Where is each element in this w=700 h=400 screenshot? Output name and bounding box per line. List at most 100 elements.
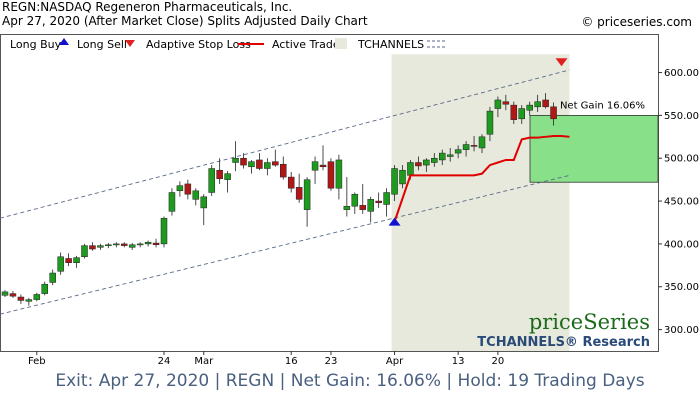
candle <box>25 297 33 306</box>
candle <box>65 253 72 267</box>
candle <box>303 177 311 227</box>
candle <box>81 243 88 259</box>
candle <box>383 188 390 217</box>
net-gain-box <box>529 114 659 183</box>
candle <box>534 94 541 112</box>
candle <box>264 158 271 176</box>
legend: Long Buy Long Sell Adaptive Stop Loss Ac… <box>10 38 446 51</box>
candle <box>446 147 454 162</box>
candle-body <box>423 159 430 166</box>
candle <box>431 153 438 167</box>
candle <box>113 242 120 248</box>
candle <box>351 192 359 214</box>
candle <box>462 141 470 157</box>
candle-body <box>518 108 525 120</box>
x-tick-label: Mar <box>194 356 214 367</box>
x-tick-label: 20 <box>492 356 505 367</box>
trade-summary-footer: Exit: Apr 27, 2020 | REGN | Net Gain: 16… <box>55 371 645 391</box>
candle-body <box>526 104 533 111</box>
candle <box>240 153 247 169</box>
candle <box>287 171 295 193</box>
candle <box>470 135 478 152</box>
candle <box>510 101 518 124</box>
candle-body <box>216 169 223 180</box>
y-tick-label: 500.00 <box>664 154 699 165</box>
legend-buy-arrow-icon <box>59 38 69 45</box>
candle-body <box>383 192 390 205</box>
candle-body <box>287 176 295 189</box>
candle <box>415 156 422 171</box>
candle-body <box>73 257 80 264</box>
candle-body <box>542 99 549 108</box>
candle <box>89 242 96 251</box>
buy-arrow-icon <box>388 217 401 226</box>
candle-body <box>176 185 184 192</box>
candle <box>454 145 462 159</box>
candle <box>160 216 168 248</box>
y-tick-label: 300.00 <box>664 325 699 336</box>
candle <box>128 243 136 250</box>
candle-body <box>144 241 152 245</box>
candle-body <box>502 101 510 105</box>
candle-body <box>454 149 462 154</box>
candle-body <box>359 205 366 210</box>
candle-body <box>65 258 72 264</box>
candle <box>136 242 144 248</box>
candle <box>208 165 215 196</box>
candle <box>57 252 64 275</box>
candle <box>105 243 112 249</box>
candle-body <box>1 291 9 296</box>
y-tick-label: 450.00 <box>664 197 699 208</box>
tchannels-research-logo: TCHANNELS® Research <box>477 335 650 350</box>
sell-arrow-icon <box>555 58 568 67</box>
adaptive-stop-loss-line <box>393 134 570 222</box>
candle-body <box>439 152 446 161</box>
candle-body <box>17 296 25 301</box>
price-chart: Net Gain 16.06% 300.00 350.00 400.00 450.00… <box>0 34 699 367</box>
candle-body <box>335 159 343 189</box>
candle <box>1 290 9 298</box>
candle <box>232 141 239 172</box>
candle-body <box>272 161 279 166</box>
candle-body <box>295 187 303 200</box>
candle <box>184 179 192 200</box>
x-tick-label: 23 <box>325 356 338 367</box>
candle-body <box>152 242 160 246</box>
candle <box>144 240 152 247</box>
candle-body <box>41 283 48 294</box>
candle-body <box>121 243 128 246</box>
x-tick-label: 24 <box>158 356 171 367</box>
candle <box>248 159 255 174</box>
candle <box>49 269 56 286</box>
candle-body <box>446 154 454 157</box>
net-gain-label: Net Gain 16.06% <box>560 100 645 111</box>
candle-body <box>113 243 120 246</box>
candle <box>9 291 17 298</box>
candle <box>319 145 327 171</box>
candle-body <box>462 144 470 150</box>
candle <box>97 243 104 250</box>
x-tick-label: 13 <box>452 356 465 367</box>
candle <box>399 165 406 189</box>
candle <box>152 238 160 248</box>
candle-body <box>494 99 502 109</box>
candle <box>272 149 279 167</box>
candle <box>41 281 48 296</box>
candle-body <box>367 199 374 212</box>
candle-body <box>550 106 557 120</box>
candle-body <box>478 136 486 149</box>
candle-body <box>248 161 255 168</box>
candle <box>73 255 80 268</box>
candle <box>224 171 231 193</box>
candle <box>375 192 382 208</box>
priceseries-logo: priceSeries <box>529 310 650 334</box>
candle <box>542 93 549 109</box>
candle <box>256 153 263 171</box>
candle-body <box>224 173 231 180</box>
candle-body <box>57 256 64 272</box>
candle-body <box>240 157 247 166</box>
legend-long-buy-label: Long Buy <box>10 38 62 51</box>
candle-body <box>391 168 398 195</box>
candle <box>526 101 533 116</box>
candle <box>494 96 502 118</box>
